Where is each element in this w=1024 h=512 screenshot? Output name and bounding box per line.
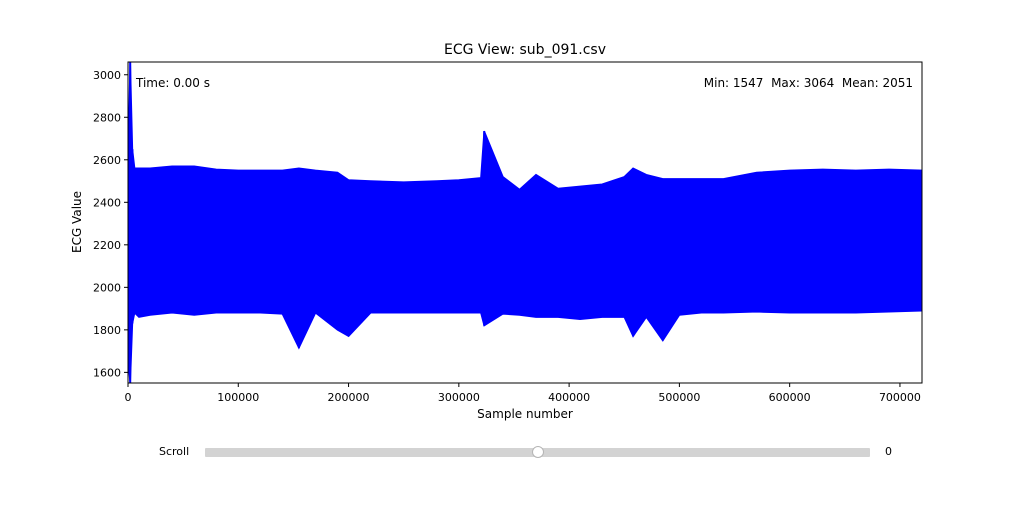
y-tick-label: 2600	[93, 154, 121, 167]
scroll-slider-thumb[interactable]	[531, 446, 544, 458]
time-annotation: Time: 0.00 s	[135, 76, 210, 90]
x-tick-label: 100000	[217, 391, 259, 404]
plot-frame	[127, 61, 923, 384]
plot-area	[128, 62, 922, 383]
x-tick-label: 0	[125, 391, 132, 404]
x-tick-label: 600000	[769, 391, 811, 404]
y-tick-label: 1600	[93, 366, 121, 379]
ecg-signal-band	[128, 62, 922, 383]
scroll-value: 0	[885, 445, 892, 458]
y-tick-label: 2800	[93, 111, 121, 124]
y-axis-label: ECG Value	[70, 191, 84, 253]
chart-title: ECG View: sub_091.csv	[444, 42, 606, 58]
x-tick-label: 700000	[879, 391, 921, 404]
stats-annotation: Min: 1547 Max: 3064 Mean: 2051	[704, 76, 913, 90]
x-axis-label: Sample number	[477, 407, 573, 421]
x-tick-label: 200000	[328, 391, 370, 404]
x-tick-label: 300000	[438, 391, 480, 404]
x-tick-label: 500000	[658, 391, 700, 404]
y-tick-label: 3000	[93, 69, 121, 82]
y-tick-label: 2200	[93, 239, 121, 252]
y-axis: 1600 1800 2000 2200 2400 2600 2800 3000	[93, 69, 128, 379]
scroll-label: Scroll	[159, 445, 190, 458]
y-tick-label: 1800	[93, 324, 121, 337]
x-axis: 0 100000 200000 300000 400000 500000 600000 700…	[125, 383, 921, 404]
y-tick-label: 2400	[93, 196, 121, 209]
x-tick-label: 400000	[548, 391, 590, 404]
y-tick-label: 2000	[93, 281, 121, 294]
